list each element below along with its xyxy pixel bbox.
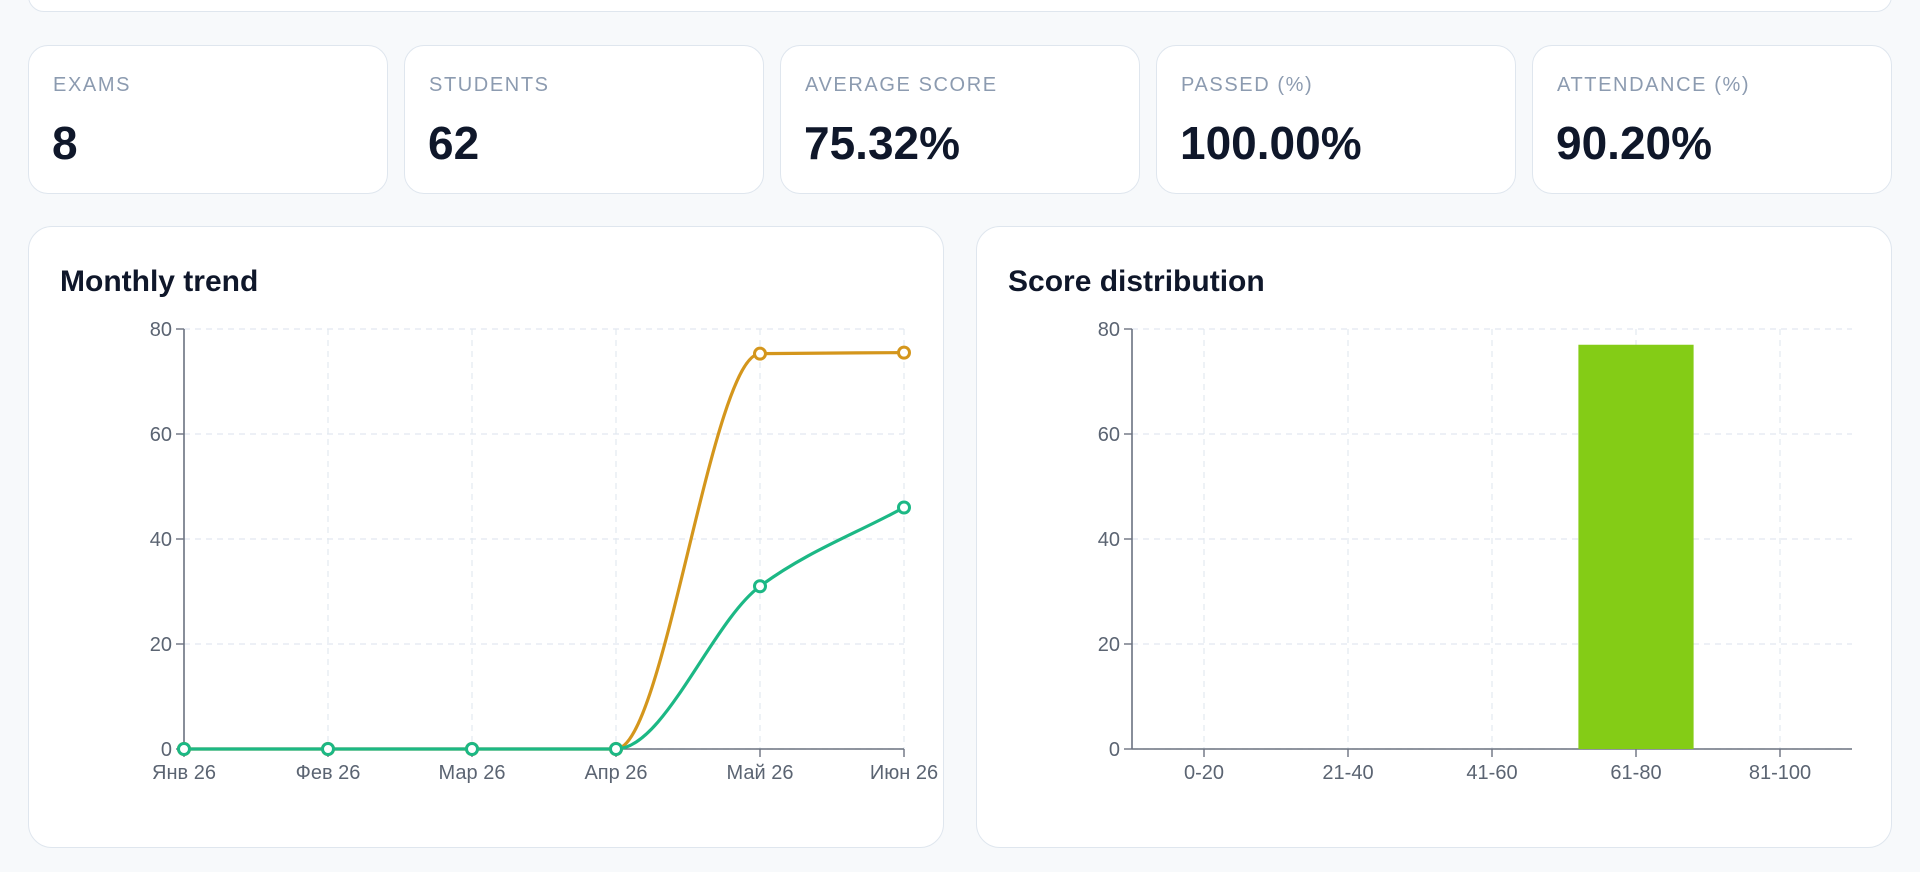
stat-label: ATTENDANCE (%) [1557, 74, 1751, 96]
series-line [184, 506, 905, 751]
stat-label: AVERAGE SCORE [805, 74, 998, 96]
bar [1578, 344, 1694, 749]
x-tick-label: 21-40 [1322, 762, 1373, 784]
x-tick-label: Янв 26 [152, 762, 216, 784]
y-tick-label: 60 [1098, 424, 1120, 446]
x-tick-label: 0-20 [1184, 762, 1224, 784]
score-distribution-chart: 0 20 40 60 80 0-20 21-40 41-60 61-80 81-100 [1098, 319, 1852, 784]
x-tick-label: 61-80 [1610, 762, 1661, 784]
data-point [465, 742, 479, 756]
y-tick-label: 40 [150, 529, 172, 551]
score-distribution-card: Score distribution 0 20 40 60 80 0-20 21-40 41-… [976, 226, 1892, 848]
x-tick-label: 81-100 [1749, 762, 1811, 784]
stat-value: 62 [428, 117, 480, 169]
stat-value: 100.00% [1180, 117, 1362, 169]
data-point [753, 579, 767, 594]
series-line [184, 351, 905, 751]
data-point [321, 742, 335, 756]
top-panel [28, 0, 1892, 12]
data-point [897, 345, 911, 360]
monthly-trend-card: Monthly trend 0 20 40 60 80 Янв 26 Фев 26 Мар 2… [28, 226, 944, 848]
y-tick-label: 60 [150, 424, 172, 446]
stat-value: 8 [52, 117, 78, 169]
y-tick-label: 40 [1098, 529, 1120, 551]
x-tick-label: Мар 26 [439, 762, 506, 784]
data-point [609, 742, 623, 756]
stat-label: PASSED (%) [1181, 74, 1314, 96]
x-tick-label: Июн 26 [870, 762, 938, 784]
y-tick-label: 80 [150, 319, 172, 341]
data-point [753, 346, 767, 361]
chart-title: Monthly trend [60, 265, 259, 298]
x-tick-label: Апр 26 [584, 762, 647, 784]
y-tick-label: 0 [161, 739, 172, 761]
monthly-trend-chart: 0 20 40 60 80 Янв 26 Фев 26 Мар 26 Апр 26 Май 26 И… [150, 319, 938, 784]
stat-value: 75.32% [804, 117, 961, 169]
data-point [897, 500, 911, 515]
x-tick-label: Фев 26 [296, 762, 361, 784]
stat-card-attendance: ATTENDANCE (%) 90.20% [1532, 45, 1892, 194]
y-tick-label: 80 [1098, 319, 1120, 341]
stats-row: EXAMS 8 STUDENTS 62 AVERAGE SCORE 75.32%… [28, 45, 1892, 194]
stat-value: 90.20% [1556, 117, 1713, 169]
chart-title: Score distribution [1008, 265, 1265, 298]
stat-card-average-score: AVERAGE SCORE 75.32% [780, 45, 1140, 194]
stat-card-passed: PASSED (%) 100.00% [1156, 45, 1516, 194]
stat-card-students: STUDENTS 62 [404, 45, 764, 194]
y-tick-label: 20 [1098, 634, 1120, 656]
stat-card-exams: EXAMS 8 [28, 45, 388, 194]
x-tick-label: Май 26 [727, 762, 794, 784]
y-tick-label: 0 [1109, 739, 1120, 761]
data-point [177, 742, 191, 756]
x-tick-label: 41-60 [1466, 762, 1517, 784]
stat-label: STUDENTS [429, 74, 550, 96]
stat-label: EXAMS [53, 74, 132, 96]
y-tick-label: 20 [150, 634, 172, 656]
